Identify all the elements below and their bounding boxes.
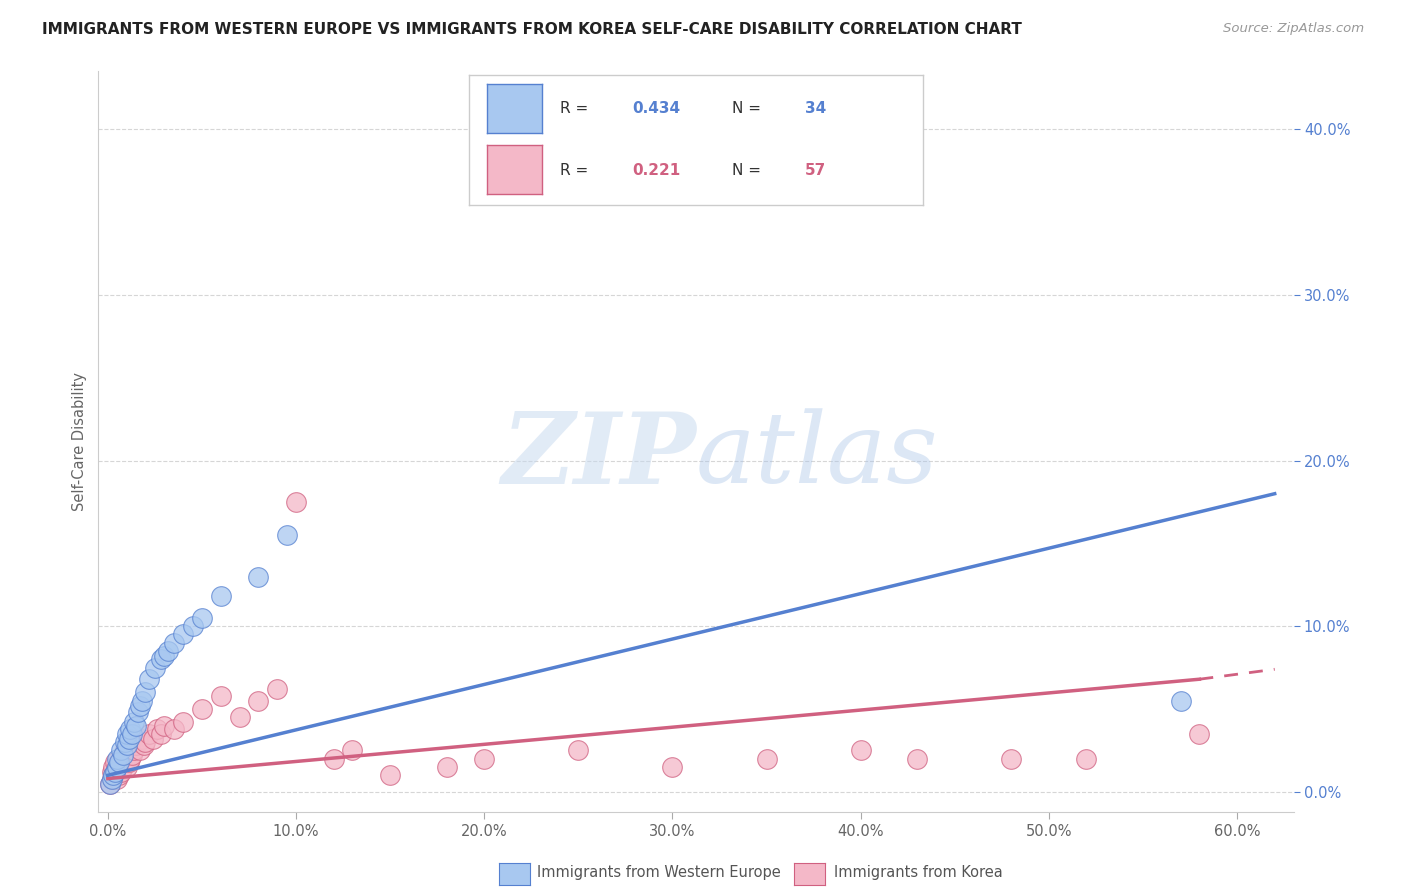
Point bbox=[132, 739, 155, 753]
Text: Immigrants from Western Europe: Immigrants from Western Europe bbox=[537, 865, 780, 880]
Y-axis label: Self-Care Disability: Self-Care Disability bbox=[72, 372, 87, 511]
Point bbox=[143, 660, 166, 674]
Point bbox=[98, 776, 121, 790]
Point bbox=[120, 752, 142, 766]
Point bbox=[103, 768, 125, 782]
Point bbox=[114, 735, 136, 749]
Point bbox=[108, 768, 131, 782]
Point bbox=[111, 748, 134, 763]
Point bbox=[100, 772, 122, 786]
Point bbox=[110, 764, 132, 779]
Point bbox=[1188, 727, 1211, 741]
Point bbox=[110, 743, 132, 757]
Point bbox=[108, 755, 131, 769]
Point bbox=[108, 755, 131, 769]
Point bbox=[114, 755, 136, 769]
Point bbox=[131, 731, 153, 746]
Point bbox=[266, 682, 288, 697]
Point bbox=[149, 652, 172, 666]
Point bbox=[276, 528, 298, 542]
Text: IMMIGRANTS FROM WESTERN EUROPE VS IMMIGRANTS FROM KOREA SELF-CARE DISABILITY COR: IMMIGRANTS FROM WESTERN EUROPE VS IMMIGR… bbox=[42, 22, 1022, 37]
Point bbox=[122, 743, 145, 757]
Point bbox=[114, 743, 136, 757]
Point bbox=[115, 760, 138, 774]
Point bbox=[138, 672, 160, 686]
Point bbox=[105, 772, 128, 786]
Point bbox=[247, 569, 270, 583]
Point bbox=[436, 760, 458, 774]
Point bbox=[247, 694, 270, 708]
Point bbox=[567, 743, 589, 757]
Point bbox=[105, 760, 128, 774]
Point bbox=[285, 495, 308, 509]
Point bbox=[104, 764, 127, 779]
Point bbox=[100, 764, 122, 779]
Point bbox=[115, 739, 138, 753]
Point bbox=[153, 648, 176, 663]
Text: Source: ZipAtlas.com: Source: ZipAtlas.com bbox=[1223, 22, 1364, 36]
Point bbox=[122, 715, 145, 730]
Point bbox=[117, 743, 139, 757]
Point bbox=[322, 752, 344, 766]
Point bbox=[209, 689, 232, 703]
Point bbox=[1170, 694, 1192, 708]
Point bbox=[128, 698, 150, 713]
Point bbox=[110, 752, 132, 766]
Point bbox=[661, 760, 683, 774]
Point bbox=[1076, 752, 1098, 766]
Point bbox=[163, 636, 186, 650]
Point bbox=[157, 644, 180, 658]
Point bbox=[145, 722, 167, 736]
Point bbox=[111, 760, 134, 774]
Point bbox=[134, 685, 156, 699]
Point bbox=[172, 715, 194, 730]
Point bbox=[172, 627, 194, 641]
Point bbox=[849, 743, 872, 757]
Point bbox=[138, 727, 160, 741]
Point bbox=[905, 752, 928, 766]
Point bbox=[115, 752, 138, 766]
Point bbox=[342, 743, 364, 757]
Point bbox=[181, 619, 204, 633]
Point bbox=[378, 768, 401, 782]
Point bbox=[120, 739, 142, 753]
Point bbox=[209, 590, 232, 604]
Point bbox=[125, 739, 148, 753]
Point bbox=[127, 706, 149, 720]
Point bbox=[149, 727, 172, 741]
Point bbox=[117, 731, 139, 746]
Point bbox=[125, 718, 148, 732]
Point bbox=[117, 755, 139, 769]
Point bbox=[120, 722, 142, 736]
Point bbox=[142, 731, 165, 746]
Point bbox=[103, 768, 125, 782]
Point bbox=[104, 764, 127, 779]
Point bbox=[105, 760, 128, 774]
Text: Immigrants from Korea: Immigrants from Korea bbox=[834, 865, 1002, 880]
Text: atlas: atlas bbox=[696, 409, 939, 504]
Point bbox=[472, 752, 495, 766]
Point bbox=[191, 611, 214, 625]
Point bbox=[103, 760, 125, 774]
Point bbox=[115, 727, 138, 741]
Point bbox=[131, 694, 153, 708]
Point bbox=[104, 755, 127, 769]
Point bbox=[228, 710, 250, 724]
Point bbox=[1000, 752, 1022, 766]
Point bbox=[105, 752, 128, 766]
Point bbox=[111, 748, 134, 763]
Point bbox=[134, 735, 156, 749]
Point bbox=[127, 735, 149, 749]
Point bbox=[128, 743, 150, 757]
Point bbox=[191, 702, 214, 716]
Text: ZIP: ZIP bbox=[501, 409, 696, 505]
Point bbox=[153, 718, 176, 732]
Point bbox=[100, 772, 122, 786]
Point bbox=[755, 752, 778, 766]
Point bbox=[121, 727, 143, 741]
Point bbox=[163, 722, 186, 736]
Point bbox=[98, 776, 121, 790]
Point bbox=[121, 748, 143, 763]
